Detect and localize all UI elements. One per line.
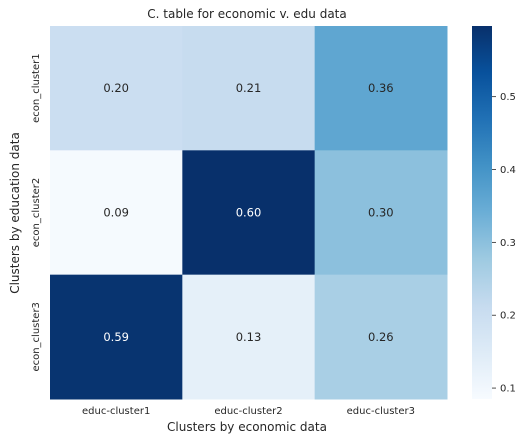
heatmap-cell [50,26,183,151]
y-tick-label: econ_cluster2 [31,178,42,247]
colorbar-ticks: 0.1 0.2 0.3 0.4 0.5 [492,92,516,395]
heatmap-cell [182,274,316,400]
heatmap-cell [314,274,448,400]
heatmap-cells: 0.20 0.21 0.36 0.09 0.60 0.30 0.59 0.13 0.26 [50,26,448,400]
cell-value-label: 0.60 [236,205,262,219]
heatmap-cell [50,150,183,276]
heatmap-cell [182,150,316,276]
y-axis-ticks: econ_cluster1 econ_cluster2 econ_cluster3 [31,53,42,371]
y-tick-label: econ_cluster1 [31,53,42,122]
colorbar-tick-label: 0.3 [500,238,516,249]
x-axis-label: Clusters by economic data [167,420,327,434]
colorbar-tick-label: 0.2 [500,311,516,322]
cell-value-label: 0.13 [236,330,262,344]
colorbar [472,26,492,399]
y-axis-label: Clusters by education data [8,132,22,294]
heatmap-cell [314,26,448,151]
x-tick-label: educ-cluster3 [347,406,415,417]
cell-value-label: 0.09 [103,205,129,219]
cell-value-label: 0.59 [103,330,129,344]
y-tick-label: econ_cluster3 [31,302,42,371]
heatmap-cell [314,150,448,276]
colorbar-tick-label: 0.5 [500,92,516,103]
cell-value-label: 0.36 [368,81,394,95]
x-tick-label: educ-cluster2 [214,406,282,417]
x-tick-label: educ-cluster1 [82,406,150,417]
x-axis-ticks: educ-cluster1 educ-cluster2 educ-cluster3 [82,406,415,417]
colorbar-tick-label: 0.1 [500,384,516,395]
colorbar-tick-label: 0.4 [500,165,516,176]
cell-value-label: 0.30 [368,205,394,219]
heatmap-cell [50,274,183,400]
chart-title: C. table for economic v. edu data [147,7,346,21]
cell-value-label: 0.21 [236,81,262,95]
heatmap-cell [182,26,316,151]
cell-value-label: 0.20 [103,81,129,95]
cell-value-label: 0.26 [368,330,394,344]
